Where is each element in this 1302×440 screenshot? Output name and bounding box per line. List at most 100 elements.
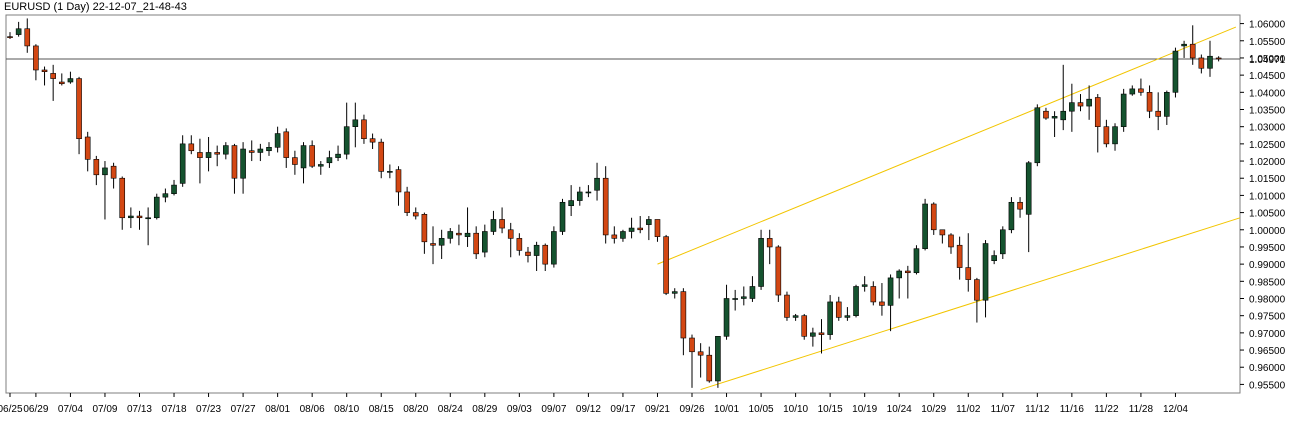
candle-body: [1060, 110, 1067, 121]
candle-body: [205, 152, 212, 158]
candle-body: [456, 232, 462, 236]
candle-body: [326, 157, 333, 164]
candle-body: [1207, 55, 1213, 69]
candle-bearish: [542, 243, 549, 272]
candle-body: [818, 332, 825, 335]
candle-body: [870, 286, 877, 303]
candle-bullish: [758, 229, 764, 290]
candle-bullish: [447, 228, 454, 244]
channel-lower-line: [700, 217, 1241, 391]
candle-bullish: [792, 313, 799, 321]
candle-bearish: [395, 166, 402, 206]
candle-bullish: [844, 307, 851, 321]
candle-body: [248, 150, 255, 153]
candle-bearish: [248, 140, 255, 162]
x-tick-label: 07/18: [162, 404, 187, 415]
candle-body: [1112, 126, 1118, 145]
x-tick-label: 08/29: [472, 404, 497, 415]
candle-bearish: [473, 226, 479, 259]
candle-bearish: [611, 226, 618, 244]
candle-body: [335, 153, 341, 158]
candle-body: [965, 267, 972, 280]
candle-body: [758, 238, 764, 287]
y-tick-label: 0.96000: [1249, 363, 1286, 374]
candle-body: [490, 219, 497, 232]
candle-bullish: [628, 217, 635, 239]
x-tick-label: 11/07: [991, 404, 1016, 415]
candle-bearish: [1215, 56, 1222, 62]
y-tick-label: 1.01500: [1249, 174, 1286, 185]
candle-body: [663, 236, 669, 294]
candle-body: [1034, 107, 1041, 164]
candle-bearish: [421, 212, 428, 254]
candle-bearish: [404, 186, 410, 217]
y-tick-label: 0.98000: [1249, 295, 1286, 306]
candle-bullish: [999, 226, 1006, 259]
candle-bearish: [956, 236, 963, 280]
candle-body: [1129, 88, 1136, 95]
candle-body: [922, 203, 928, 249]
candle-bearish: [119, 176, 126, 230]
candle-body: [145, 217, 151, 220]
candle-body: [309, 145, 315, 167]
candle-bearish: [525, 246, 531, 263]
candle-bearish: [309, 140, 315, 168]
candle-body: [620, 231, 626, 239]
y-tick-label: 0.96500: [1249, 346, 1286, 357]
candle-bullish: [594, 162, 600, 201]
candle-body: [482, 231, 488, 253]
candle-bearish: [1043, 107, 1049, 120]
candle-body: [1120, 93, 1127, 127]
candle-bullish: [853, 284, 859, 318]
y-axis: 1.06000 1.05500 1.05000 1.04500 1.04000 1.035…: [1240, 20, 1286, 391]
y-tick-label: 1.00000: [1249, 226, 1286, 237]
candle-body: [499, 219, 505, 229]
candle-body: [473, 232, 479, 255]
candle-body: [533, 244, 540, 256]
candle-body: [576, 191, 583, 201]
candle-bearish: [1077, 94, 1084, 112]
candle-bearish: [939, 229, 946, 244]
candle-bullish: [326, 150, 333, 168]
x-tick-label: 09/07: [541, 404, 566, 415]
candle-body: [956, 244, 963, 268]
candle-body: [84, 136, 91, 160]
candle-bearish: [905, 265, 911, 299]
x-tick-label: 07/13: [127, 404, 152, 415]
candle-body: [844, 315, 851, 318]
candle-bullish: [991, 250, 997, 265]
y-tick-label: 0.97500: [1249, 312, 1286, 323]
candle-bearish: [801, 313, 808, 340]
candle-bearish: [84, 131, 91, 172]
candle-bullish: [1086, 85, 1092, 120]
candle-bearish: [58, 73, 65, 86]
candle-body: [352, 119, 359, 127]
candle-bullish: [559, 198, 566, 235]
candle-bullish: [810, 327, 816, 347]
candle-body: [1025, 162, 1032, 215]
candle-bearish: [1146, 85, 1153, 119]
candle-bullish: [922, 198, 928, 251]
candle-bullish: [15, 21, 22, 37]
candle-body: [810, 332, 816, 337]
candle-body: [905, 270, 911, 274]
candle-bearish: [697, 343, 704, 378]
candle-body: [274, 133, 281, 148]
candle-bullish: [171, 179, 177, 196]
candle-bullish: [438, 229, 445, 259]
candle-body: [1198, 57, 1205, 69]
candle-bearish: [663, 234, 669, 296]
candle-bearish: [93, 155, 100, 186]
candle-body: [369, 138, 376, 143]
candle-body: [1215, 57, 1222, 60]
candle-bullish: [1112, 123, 1118, 151]
candle-body: [628, 227, 635, 232]
y-tick-label: 1.03500: [1249, 106, 1286, 117]
x-tick-label: 08/10: [334, 404, 359, 415]
x-tick-label: 10/10: [783, 404, 808, 415]
candle-bearish: [378, 138, 385, 179]
candle-bearish: [412, 207, 419, 220]
candle-bullish: [671, 288, 678, 299]
candle-bearish: [507, 222, 514, 258]
